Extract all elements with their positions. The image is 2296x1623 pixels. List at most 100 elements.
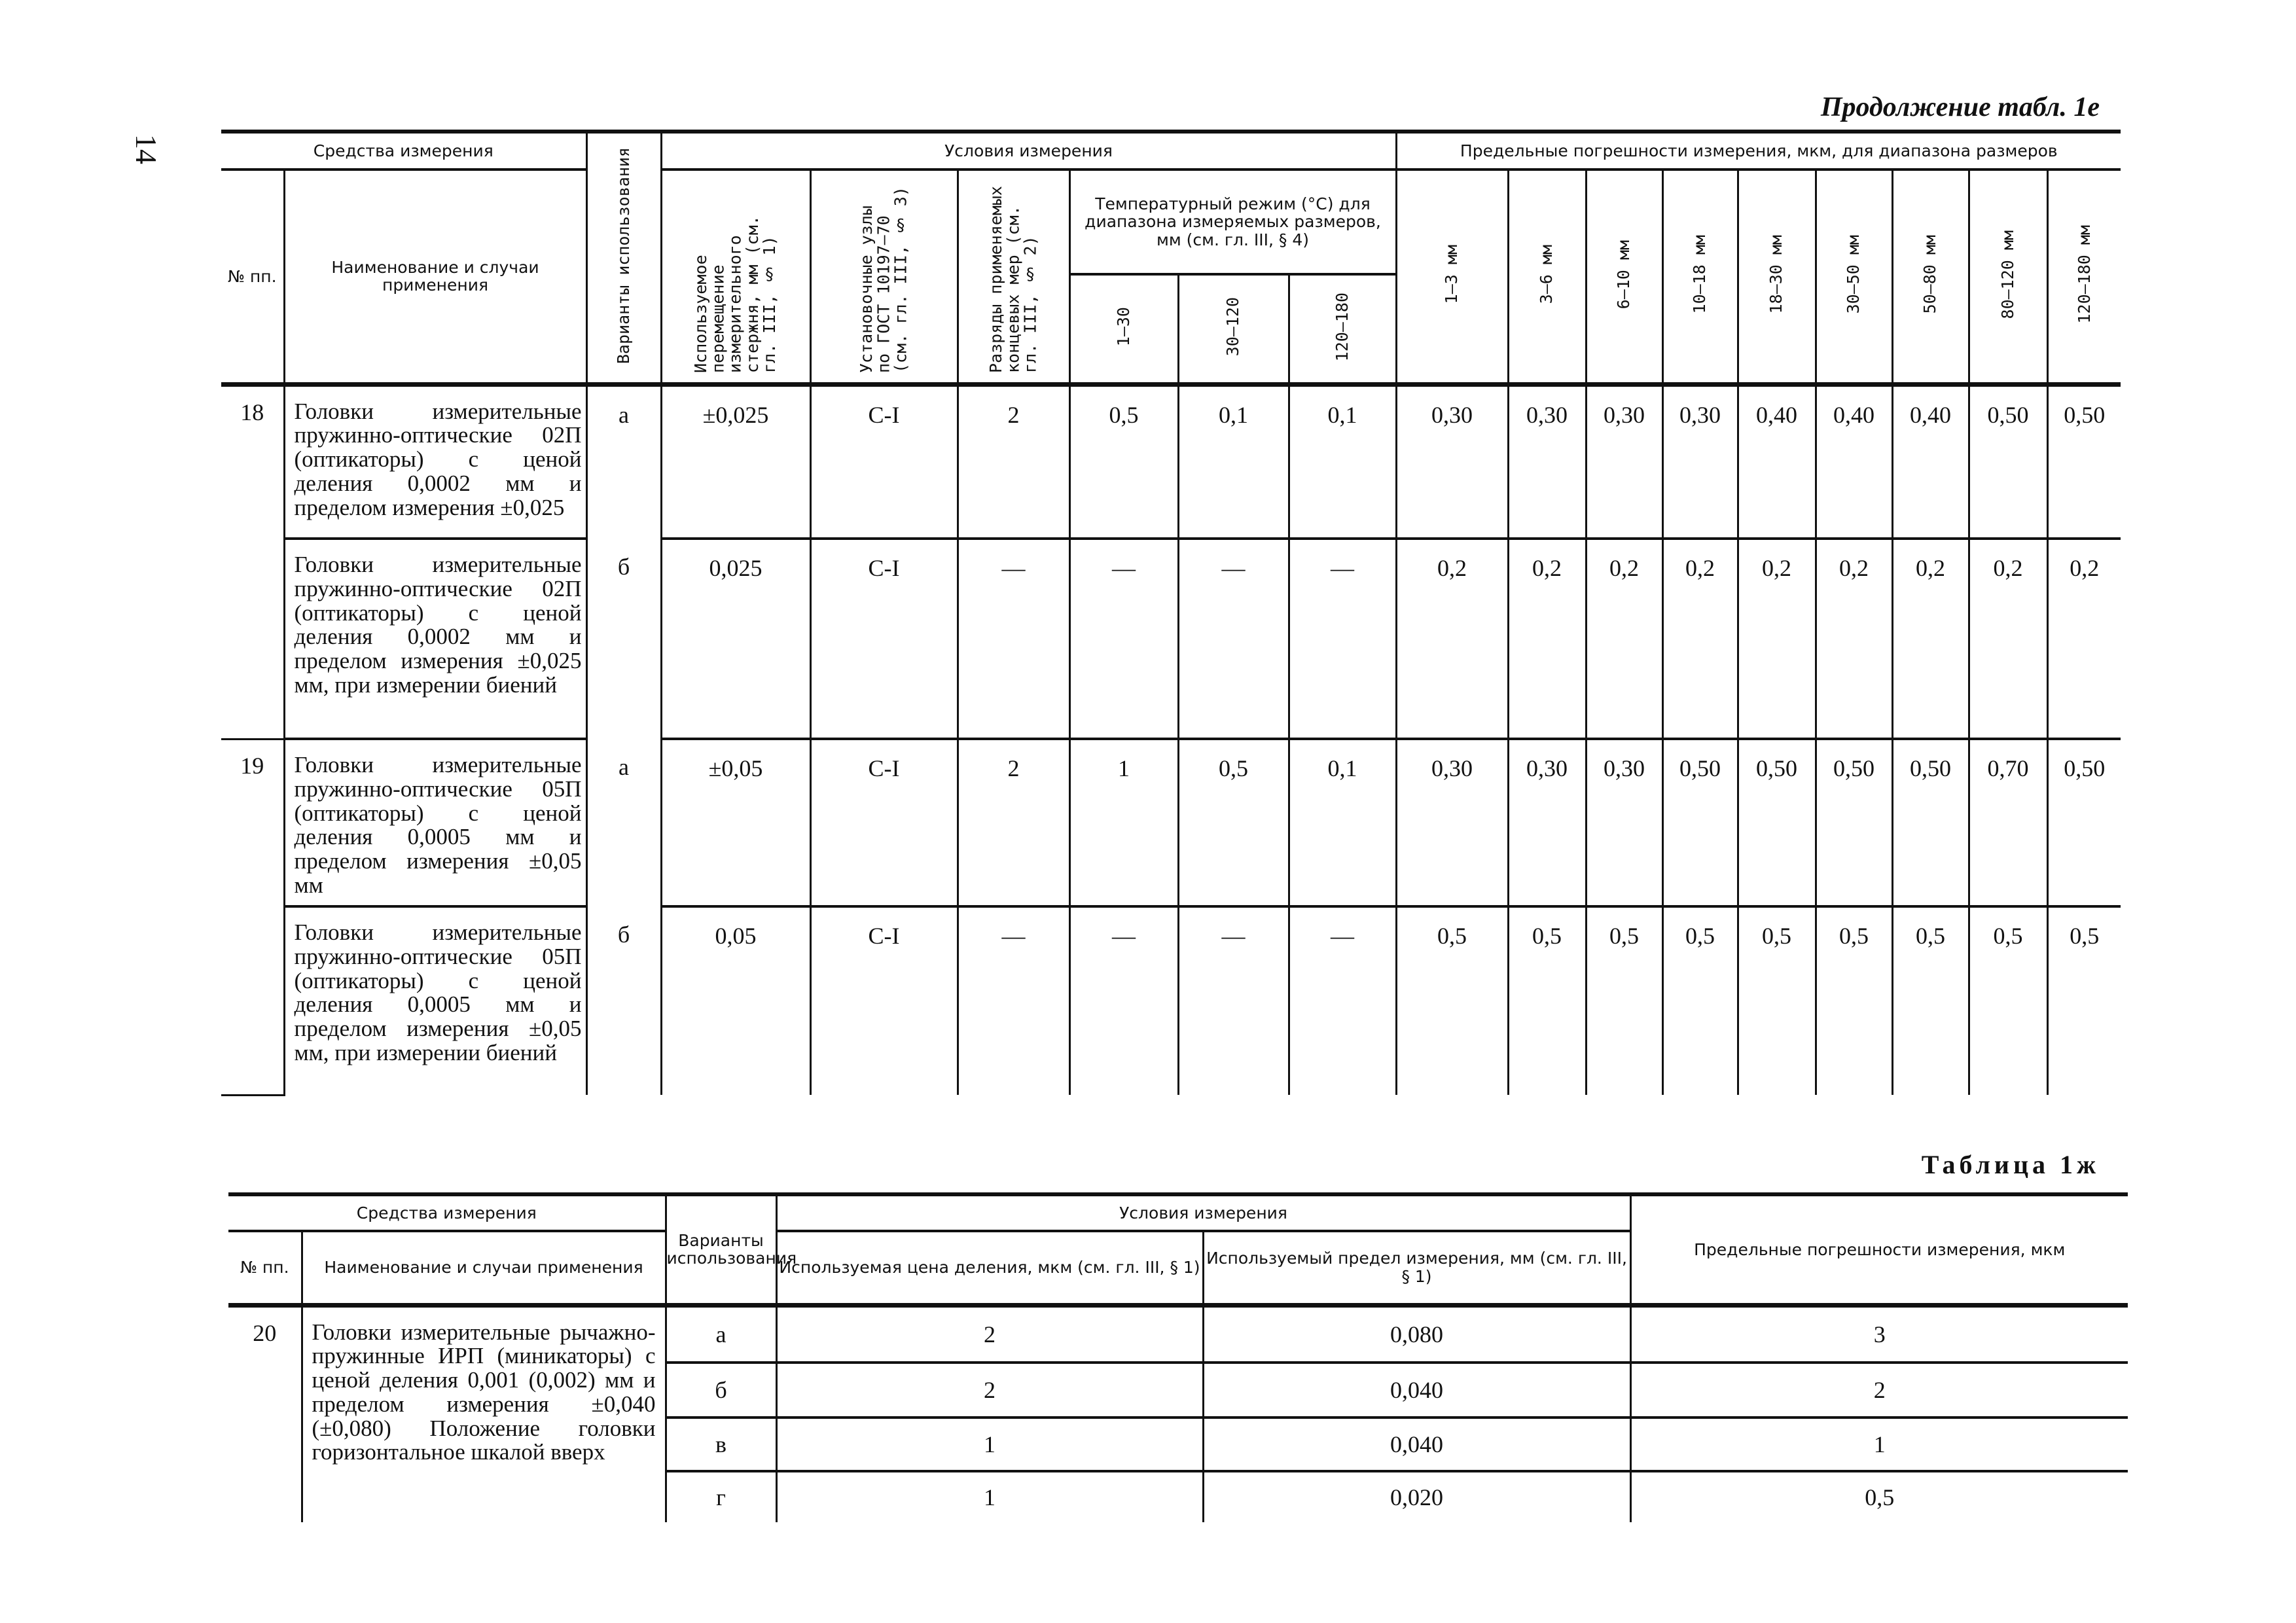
error-value: 0,30 bbox=[1585, 739, 1663, 908]
header-variants: Варианты использования bbox=[585, 132, 661, 387]
temp-value: 0,5 bbox=[1177, 739, 1289, 908]
error-value: 0,2 bbox=[1395, 539, 1509, 740]
error-value: 0,2 bbox=[1507, 539, 1587, 740]
table-2-title: Таблица 1ж bbox=[1921, 1150, 2100, 1179]
grade: — bbox=[956, 539, 1069, 740]
instrument-name: Головки измерительные пружинно-оптически… bbox=[283, 739, 586, 908]
temp-value: 0,1 bbox=[1287, 384, 1397, 540]
temp-value: — bbox=[1287, 539, 1397, 740]
error-value: 0,50 bbox=[2046, 384, 2121, 540]
error-value: 0,30 bbox=[1507, 739, 1587, 908]
variant: а bbox=[585, 384, 661, 539]
limit-value: 0,020 bbox=[1202, 1471, 1631, 1522]
error-value: 0,5 bbox=[1814, 906, 1893, 1095]
variant: г bbox=[664, 1471, 776, 1522]
table-row: 19 Головки измерительные пружинно-оптичес… bbox=[221, 739, 2121, 1096]
error-value: 0,40 bbox=[1736, 384, 1816, 540]
error-value: 0,5 bbox=[1736, 906, 1816, 1095]
t2-header-division: Используемая цена деления, мкм (см. гл. … bbox=[775, 1231, 1203, 1308]
variant: б bbox=[664, 1363, 776, 1419]
error-value: 0,30 bbox=[1585, 384, 1663, 540]
displacement: ±0,025 bbox=[660, 384, 810, 540]
error-value: 0,5 bbox=[2046, 906, 2121, 1095]
table-row: Головки измерительные пружинно-оптически… bbox=[221, 539, 2121, 740]
header-displacement: Используемое перемещение измерительного … bbox=[660, 169, 810, 387]
page-number: 14 bbox=[130, 134, 163, 164]
table-row: Головки измерительные пружинно-оптически… bbox=[221, 906, 2121, 1095]
t2-header-means: Средства измерения bbox=[228, 1194, 666, 1232]
t2-header-variants: Варианты использования bbox=[664, 1194, 797, 1308]
error-value: 0,2 bbox=[1736, 539, 1816, 740]
division-value: 1 bbox=[775, 1418, 1203, 1472]
limit-value: 0,040 bbox=[1202, 1418, 1631, 1472]
header-conditions: Условия измерения bbox=[660, 132, 1397, 171]
temp-value: 0,1 bbox=[1177, 384, 1289, 540]
temp-value: 0,5 bbox=[1068, 384, 1178, 540]
header-temp-range: 30—120 bbox=[1177, 274, 1289, 387]
temp-value: — bbox=[1177, 906, 1289, 1095]
table-row: г 1 0,020 0,5 bbox=[228, 1471, 2128, 1522]
header-err-range: 1—3 мм bbox=[1395, 169, 1509, 387]
header-err-range: 80—120 мм bbox=[1967, 169, 2048, 387]
error-value: 2 bbox=[1629, 1363, 2128, 1419]
grade: 2 bbox=[956, 384, 1069, 540]
header-name: Наименование и случаи применения bbox=[283, 169, 586, 387]
division-value: 2 bbox=[775, 1305, 1203, 1364]
displacement: 0,025 bbox=[660, 539, 810, 740]
row-number: 19 bbox=[221, 739, 284, 1096]
variant: б bbox=[585, 906, 661, 1095]
error-value: 0,30 bbox=[1395, 739, 1509, 908]
error-value: 0,5 bbox=[1585, 906, 1663, 1095]
error-value: 0,5 bbox=[1395, 906, 1509, 1095]
table-row: б 2 0,040 2 bbox=[228, 1363, 2128, 1419]
header-temp: Температурный режим (°С) для диапазона и… bbox=[1068, 169, 1397, 276]
header-err-range: 50—80 мм bbox=[1891, 169, 1969, 387]
table-row: в 1 0,040 1 bbox=[228, 1418, 2128, 1472]
instrument-name: Головки измерительные пружинно-оптически… bbox=[283, 384, 586, 540]
error-value: 0,50 bbox=[1814, 739, 1893, 908]
error-value: 0,5 bbox=[1629, 1471, 2128, 1522]
error-value: 0,2 bbox=[1814, 539, 1893, 740]
temp-value: — bbox=[1068, 539, 1178, 740]
error-value: 0,2 bbox=[2046, 539, 2121, 740]
header-means: Средства измерения bbox=[221, 132, 586, 171]
error-value: 0,50 bbox=[1736, 739, 1816, 908]
setting-unit: С-I bbox=[809, 906, 958, 1095]
variant: в bbox=[664, 1418, 776, 1472]
t2-header-no: № пп. bbox=[228, 1231, 302, 1308]
error-value: 0,5 bbox=[1661, 906, 1738, 1095]
instrument-name: Головки измерительные пружинно-оптически… bbox=[283, 906, 586, 1095]
header-err-range: 120—180 мм bbox=[2046, 169, 2121, 387]
grade: — bbox=[956, 906, 1069, 1095]
error-value: 0,50 bbox=[2046, 739, 2121, 908]
error-value: 0,30 bbox=[1507, 384, 1587, 540]
error-value: 0,2 bbox=[1661, 539, 1738, 740]
error-value: 0,50 bbox=[1661, 739, 1738, 908]
error-value: 0,5 bbox=[1967, 906, 2048, 1095]
t2-header-errors: Предельные погрешности измерения, мкм bbox=[1629, 1194, 2128, 1308]
displacement: 0,05 bbox=[660, 906, 810, 1095]
temp-value: 0,1 bbox=[1287, 739, 1397, 908]
header-no: № пп. bbox=[221, 169, 284, 387]
error-value: 0,2 bbox=[1585, 539, 1663, 740]
header-grades: Разряды применяемых концевых мер (см. гл… bbox=[956, 169, 1069, 387]
error-value: 0,2 bbox=[1967, 539, 2048, 740]
variant: б bbox=[585, 539, 661, 739]
row-number: 20 bbox=[253, 1319, 277, 1346]
t2-header-conditions: Условия измерения bbox=[775, 1194, 1631, 1232]
limit-value: 0,080 bbox=[1202, 1305, 1631, 1364]
temp-value: — bbox=[1177, 539, 1289, 740]
continuation-title: Продолжение табл. 1е bbox=[1820, 92, 2100, 122]
setting-unit: С-I bbox=[809, 384, 958, 540]
grade: 2 bbox=[956, 739, 1069, 908]
limit-value: 0,040 bbox=[1202, 1363, 1631, 1419]
header-errors: Предельные погрешности измерения, мкм, д… bbox=[1395, 132, 2121, 171]
division-value: 1 bbox=[775, 1471, 1203, 1522]
header-err-range: 30—50 мм bbox=[1814, 169, 1893, 387]
header-err-range: 18—30 мм bbox=[1736, 169, 1816, 387]
setting-unit: С-I bbox=[809, 539, 958, 740]
table-1e: Средства измерения Варианты использовани… bbox=[221, 130, 2121, 1096]
error-value: 0,2 bbox=[1891, 539, 1969, 740]
variant: а bbox=[664, 1305, 776, 1364]
table-1zh: Средства измерения Варианты использовани… bbox=[228, 1192, 2128, 1522]
